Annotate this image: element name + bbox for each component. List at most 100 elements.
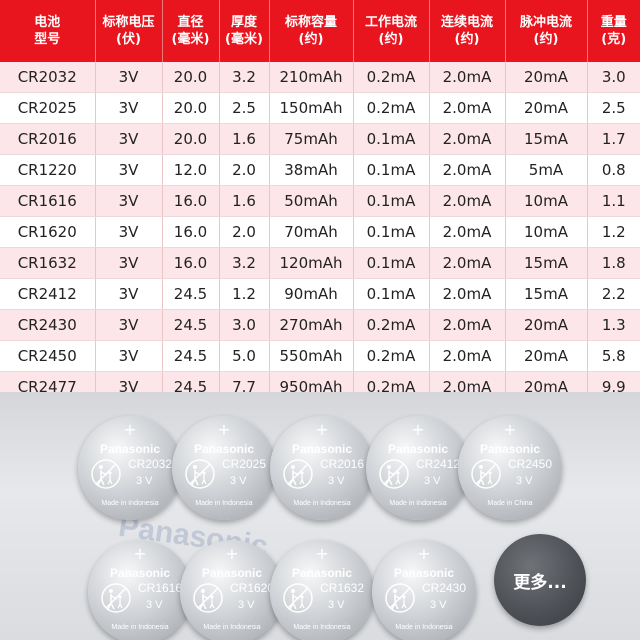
child-safety-icon <box>385 583 415 613</box>
coin-brand: Panasonic <box>393 566 455 580</box>
cell-pulse-current: 20mA <box>505 340 588 372</box>
cell-pulse-current: 20mA <box>505 92 588 124</box>
cell-continuous-current: 2.0mA <box>429 216 506 248</box>
coin-battery: + Panasonic CR2032 3 V Made in Indonesia <box>78 416 182 520</box>
cell-continuous-current: 2.0mA <box>429 154 506 186</box>
cell-thickness: 2.0 <box>219 216 270 248</box>
coin-model: CR2430 <box>422 581 467 595</box>
header-line: (约) <box>298 32 324 47</box>
coin-voltage: 3 V <box>136 475 153 487</box>
header-line: 连续电流 <box>440 15 493 30</box>
plus-icon: + <box>225 544 239 563</box>
cell-voltage: 3V <box>95 92 163 124</box>
cell-thickness: 1.6 <box>219 123 270 155</box>
cell-continuous-current: 2.0mA <box>429 309 506 341</box>
cell-thickness: 1.2 <box>219 278 270 310</box>
plus-icon: + <box>315 544 329 563</box>
cell-voltage: 3V <box>95 216 163 248</box>
coin-model: CR2412 <box>416 457 461 471</box>
table-row: CR1632 3V 16.0 3.2 120mAh 0.1mA 2.0mA 15mA 1.8 <box>0 247 640 279</box>
cell-diameter: 24.5 <box>162 309 220 341</box>
cell-continuous-current: 2.0mA <box>429 247 506 279</box>
cell-voltage: 3V <box>95 62 163 93</box>
plus-icon: + <box>411 420 425 439</box>
cell-pulse-current: 10mA <box>505 216 588 248</box>
cell-voltage: 3V <box>95 247 163 279</box>
cell-voltage: 3V <box>95 185 163 217</box>
cell-thickness: 5.0 <box>219 340 270 372</box>
cell-capacity: 210mAh <box>269 62 354 93</box>
header-line: 直径 <box>177 15 204 30</box>
cell-continuous-current: 2.0mA <box>429 185 506 217</box>
coin-battery: + Panasonic CR2412 3 V Made in Indonesia <box>366 416 470 520</box>
header-line: 标称电压 <box>102 15 155 30</box>
cell-model: CR1220 <box>0 154 96 186</box>
header-pulse-current: 脉冲电流 (约) <box>505 0 588 62</box>
cell-voltage: 3V <box>95 309 163 341</box>
coin-battery: + Panasonic CR1620 3 V Made in Indonesia <box>180 540 284 640</box>
cell-working-current: 0.1mA <box>353 216 430 248</box>
cell-weight: 1.1 <box>587 185 640 217</box>
cell-capacity: 75mAh <box>269 123 354 155</box>
header-line: 脉冲电流 <box>519 15 572 30</box>
cell-weight: 2.2 <box>587 278 640 310</box>
cell-model: CR1620 <box>0 216 96 248</box>
cell-diameter: 16.0 <box>162 216 220 248</box>
coin-voltage: 3 V <box>328 475 345 487</box>
coin-battery: + Panasonic CR1616 3 V Made in Indonesia <box>88 540 192 640</box>
coin-voltage: 3 V <box>516 475 533 487</box>
cell-model: CR2430 <box>0 309 96 341</box>
cell-thickness: 1.6 <box>219 185 270 217</box>
cell-diameter: 24.5 <box>162 278 220 310</box>
coin-battery: + Panasonic CR2430 3 V Made in Indonesia <box>372 540 476 640</box>
coin-origin: Made in Indonesia <box>195 500 253 507</box>
header-line: (毫米) <box>225 32 263 47</box>
battery-photo: Panasonic + Panasonic CR2032 3 V Made in Ind… <box>0 392 640 640</box>
cell-diameter: 16.0 <box>162 185 220 217</box>
table-body: CR2032 3V 20.0 3.2 210mAh 0.2mA 2.0mA 20mA 3.0 CR… <box>0 62 640 403</box>
cell-diameter: 12.0 <box>162 154 220 186</box>
coin-brand: Panasonic <box>109 566 171 580</box>
header-line: 标称容量 <box>284 15 337 30</box>
header-nominal-capacity: 标称容量 (约) <box>269 0 354 62</box>
cell-diameter: 20.0 <box>162 123 220 155</box>
coin-origin: Made in Indonesia <box>395 624 453 631</box>
cell-weight: 3.0 <box>587 62 640 93</box>
coin-origin: Made in Indonesia <box>203 624 261 631</box>
coin-battery: + Panasonic CR1632 3 V Made in Indonesia <box>270 540 374 640</box>
battery-spec-table: 电池 型号 标称电压 (伏) 直径 (毫米) 厚度 (毫米) 标称容量 (约) 工作电流 (… <box>0 0 640 403</box>
cell-model: CR2016 <box>0 123 96 155</box>
cell-continuous-current: 2.0mA <box>429 62 506 93</box>
header-continuous-current: 连续电流 (约) <box>429 0 506 62</box>
coin-brand: Panasonic <box>387 442 449 456</box>
cell-continuous-current: 2.0mA <box>429 278 506 310</box>
cell-weight: 1.3 <box>587 309 640 341</box>
cell-voltage: 3V <box>95 154 163 186</box>
cell-pulse-current: 15mA <box>505 247 588 279</box>
coin-brand: Panasonic <box>291 442 353 456</box>
coin-voltage: 3 V <box>238 599 255 611</box>
header-line: 重量 <box>600 15 627 30</box>
cell-weight: 1.2 <box>587 216 640 248</box>
header-battery-model: 电池 型号 <box>0 0 96 62</box>
cell-capacity: 38mAh <box>269 154 354 186</box>
coin-model: CR2450 <box>508 457 553 471</box>
cell-capacity: 70mAh <box>269 216 354 248</box>
plus-icon: + <box>123 420 137 439</box>
cell-thickness: 2.5 <box>219 92 270 124</box>
cell-working-current: 0.1mA <box>353 123 430 155</box>
header-line: 厚度 <box>230 15 257 30</box>
cell-weight: 0.8 <box>587 154 640 186</box>
cell-model: CR1616 <box>0 185 96 217</box>
cell-continuous-current: 2.0mA <box>429 340 506 372</box>
coin-brand: Panasonic <box>201 566 263 580</box>
table-row: CR2412 3V 24.5 1.2 90mAh 0.1mA 2.0mA 15mA 2.2 <box>0 278 640 310</box>
table-row: CR2450 3V 24.5 5.0 550mAh 0.2mA 2.0mA 20mA 5.8 <box>0 340 640 372</box>
coin-model: CR2016 <box>320 457 365 471</box>
coin-model: CR2032 <box>128 457 173 471</box>
cell-weight: 2.5 <box>587 92 640 124</box>
cell-weight: 1.8 <box>587 247 640 279</box>
child-safety-icon <box>471 459 501 489</box>
cell-capacity: 90mAh <box>269 278 354 310</box>
coin-brand: Panasonic <box>99 442 161 456</box>
